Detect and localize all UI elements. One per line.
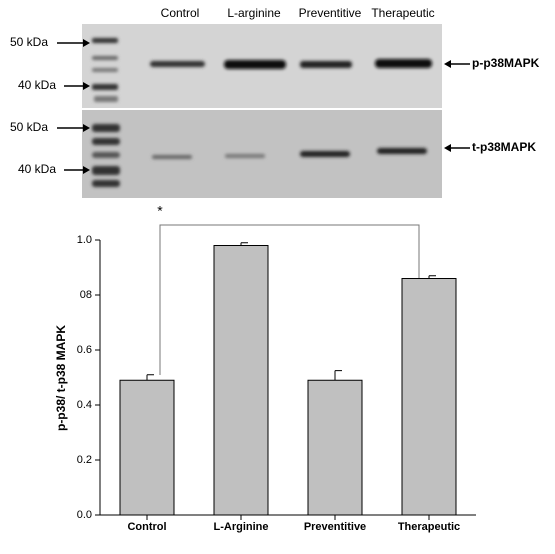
y-tick-label: 0.4 — [77, 399, 92, 411]
lane-label: L-arginine — [227, 6, 281, 20]
bar — [401, 278, 457, 516]
bar — [213, 245, 269, 516]
error-bar — [146, 374, 154, 381]
x-tick-label: Control — [127, 521, 166, 533]
marker-label: 40 kDa — [18, 78, 56, 92]
arrowheads — [83, 39, 451, 174]
y-tick-label: 0.0 — [77, 509, 92, 521]
y-tick-label: 0.2 — [77, 454, 92, 466]
lane-label: Therapeutic — [371, 6, 434, 20]
lane-label: Preventitive — [299, 6, 362, 20]
y-tick-label: 1.0 — [77, 234, 92, 246]
y-tick-label: 0.6 — [77, 344, 92, 356]
error-bar — [334, 370, 342, 381]
x-tick-label: L-Arginine — [214, 521, 269, 533]
bracket — [159, 224, 420, 398]
marker-label: 40 kDa — [18, 162, 56, 176]
bar — [119, 379, 175, 516]
lane-label: Control — [161, 6, 200, 20]
x-tick-label: Preventitive — [304, 521, 366, 533]
error-bar — [428, 275, 436, 279]
protein-label: t-p38MAPK — [472, 140, 536, 154]
bands — [92, 38, 432, 187]
bar — [307, 379, 363, 516]
protein-label: p-p38MAPK — [472, 56, 540, 70]
y-axis-label: p-p38/ t-p38 MAPK — [54, 325, 68, 431]
marker-label: 50 kDa — [10, 120, 48, 134]
significance: * — [157, 203, 163, 219]
y-tick-label: 08 — [80, 289, 92, 301]
x-tick-label: Therapeutic — [398, 521, 460, 533]
error-bar — [240, 242, 248, 246]
marker-label: 50 kDa — [10, 35, 48, 49]
